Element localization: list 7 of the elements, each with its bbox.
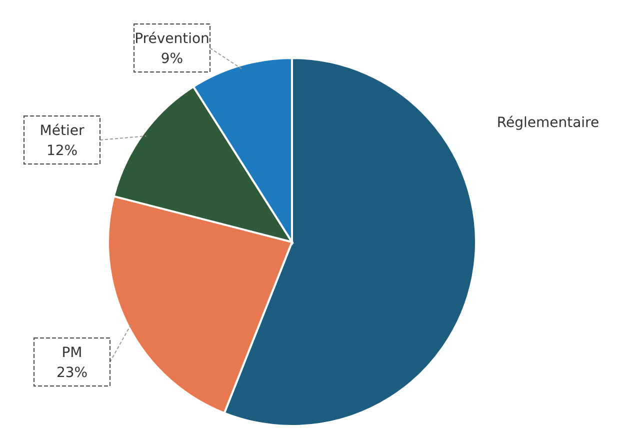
data-label: 12% [46, 143, 78, 159]
slice-label: Prévention [134, 31, 210, 47]
data-label: 23% [56, 365, 88, 381]
data-label: 9% [160, 51, 184, 67]
slice-label: Métier [40, 123, 84, 139]
slice-label: Réglementaire [496, 115, 600, 131]
slice-label: PM [62, 345, 82, 361]
